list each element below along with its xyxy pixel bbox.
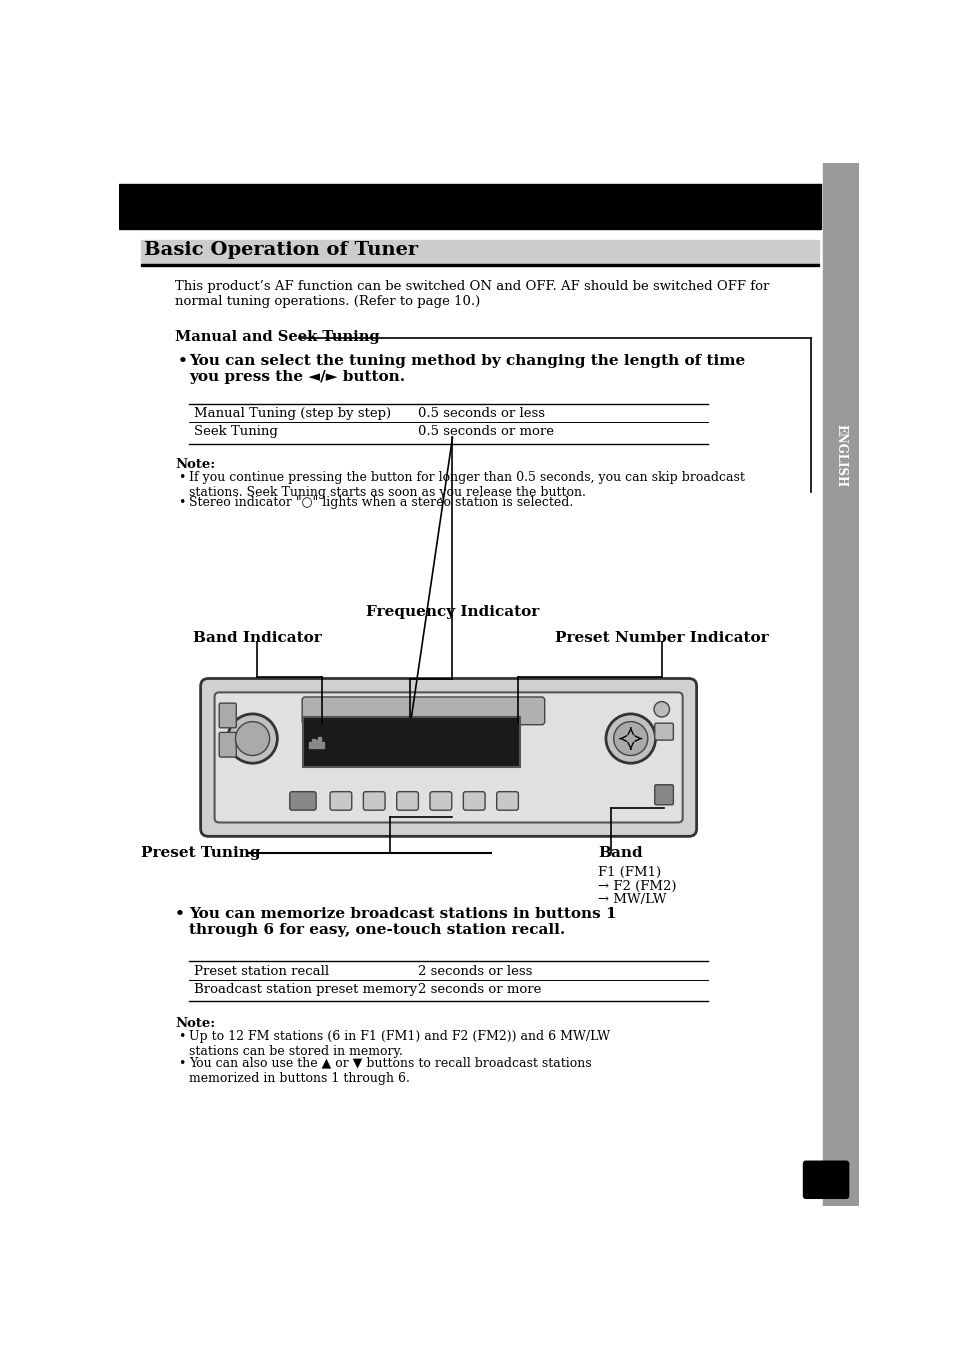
Text: Preset station recall: Preset station recall	[194, 965, 329, 978]
Text: VOLUME: VOLUME	[239, 732, 265, 737]
Text: •: •	[178, 1057, 185, 1069]
Text: −: −	[247, 748, 257, 762]
Text: 6: 6	[819, 1171, 832, 1188]
FancyBboxPatch shape	[497, 791, 517, 810]
Text: •: •	[178, 354, 188, 367]
Text: ◆4: ◆4	[435, 797, 447, 805]
Text: CD CURVE: CD CURVE	[309, 721, 337, 726]
Text: ▲: ▲	[659, 790, 667, 799]
Text: Preset Tuning: Preset Tuning	[141, 847, 260, 860]
Text: 3◆: 3◆	[401, 797, 414, 805]
FancyBboxPatch shape	[290, 791, 315, 810]
Circle shape	[654, 702, 669, 717]
Text: •: •	[178, 1030, 185, 1043]
FancyBboxPatch shape	[330, 791, 352, 810]
Bar	[315, 740, 317, 748]
FancyBboxPatch shape	[219, 733, 236, 757]
Text: Stereo indicator "○" lights when a stereo station is selected.: Stereo indicator "○" lights when a stere…	[189, 496, 573, 509]
Bar	[321, 741, 323, 748]
Text: +: +	[247, 710, 257, 724]
Text: F1: F1	[326, 726, 364, 755]
Text: Manual and Seek Tuning: Manual and Seek Tuning	[174, 331, 379, 344]
Text: 8750: 8750	[369, 725, 454, 753]
Text: •: •	[174, 908, 185, 921]
FancyBboxPatch shape	[396, 791, 418, 810]
Circle shape	[235, 722, 270, 756]
Text: CH: CH	[446, 737, 460, 747]
Text: Note:: Note:	[174, 1016, 215, 1030]
FancyBboxPatch shape	[463, 791, 484, 810]
Text: 0.5 seconds or more: 0.5 seconds or more	[417, 425, 553, 438]
Text: 2 seconds or more: 2 seconds or more	[417, 982, 540, 996]
Text: Frequency Indicator: Frequency Indicator	[366, 606, 538, 619]
Text: 6: 6	[504, 797, 510, 805]
Bar	[309, 741, 311, 748]
Text: → F2 (FM2): → F2 (FM2)	[598, 879, 676, 893]
Text: •: •	[178, 496, 185, 509]
FancyBboxPatch shape	[200, 679, 696, 836]
Text: You can select the tuning method by changing the length of time
you press the ◄/: You can select the tuning method by chan…	[189, 354, 744, 383]
Text: ENGLISH: ENGLISH	[834, 424, 846, 486]
Text: SELECT: SELECT	[620, 733, 640, 738]
FancyBboxPatch shape	[214, 692, 682, 822]
Text: Up to 12 FM stations (6 in F1 (FM1) and F2 (FM2)) and 6 MW/LW
stations can be st: Up to 12 FM stations (6 in F1 (FM1) and …	[189, 1030, 610, 1058]
Text: 2 seconds or less: 2 seconds or less	[417, 965, 532, 978]
Text: Preset Number Indicator: Preset Number Indicator	[555, 631, 768, 645]
Bar	[318, 737, 320, 748]
Bar	[119, 184, 820, 229]
Text: Seek Tuning: Seek Tuning	[194, 425, 278, 438]
Bar	[312, 738, 314, 748]
Text: •: •	[178, 472, 185, 484]
Text: SRC: SRC	[294, 797, 312, 805]
Text: Basic Operation of Tuner: Basic Operation of Tuner	[144, 241, 417, 259]
Text: You can also use the ▲ or ▼ buttons to recall broadcast stations
memorized in bu: You can also use the ▲ or ▼ buttons to r…	[189, 1057, 591, 1084]
Bar	[303, 717, 519, 767]
Text: Band Indicator: Band Indicator	[193, 631, 321, 645]
FancyBboxPatch shape	[654, 785, 673, 805]
Text: If you continue pressing the button for longer than 0.5 seconds, you can skip br: If you continue pressing the button for …	[189, 472, 744, 500]
Text: ◄MODE: ◄MODE	[422, 751, 449, 757]
Text: 2: 2	[371, 797, 376, 805]
FancyBboxPatch shape	[219, 703, 236, 728]
Circle shape	[605, 714, 655, 763]
Text: C-AF3: C-AF3	[309, 751, 329, 757]
Text: F1 (FM1): F1 (FM1)	[598, 866, 660, 878]
Text: This product’s AF function can be switched ON and OFF. AF should be switched OFF: This product’s AF function can be switch…	[174, 280, 769, 309]
Text: 5: 5	[471, 797, 476, 805]
Text: 0.5 seconds or less: 0.5 seconds or less	[417, 408, 544, 420]
Circle shape	[613, 722, 647, 756]
Text: Manual Tuning (step by step): Manual Tuning (step by step)	[194, 408, 391, 420]
Circle shape	[228, 714, 277, 763]
FancyBboxPatch shape	[802, 1160, 848, 1199]
FancyBboxPatch shape	[654, 724, 673, 740]
Bar	[822, 163, 858, 1206]
Text: Note:: Note:	[174, 458, 215, 470]
Text: → MW/LW: → MW/LW	[598, 893, 666, 906]
Text: CD: CD	[446, 728, 460, 737]
Text: Band: Band	[598, 847, 642, 860]
FancyBboxPatch shape	[363, 791, 385, 810]
Text: Broadcast station preset memory: Broadcast station preset memory	[194, 982, 417, 996]
FancyBboxPatch shape	[430, 791, 452, 810]
Text: ▲: ▲	[659, 728, 667, 736]
FancyBboxPatch shape	[302, 696, 544, 725]
Text: 1: 1	[337, 797, 343, 805]
Text: You can memorize broadcast stations in buttons 1
through 6 for easy, one-touch s: You can memorize broadcast stations in b…	[189, 908, 616, 938]
Bar	[141, 240, 819, 264]
Bar	[141, 264, 819, 266]
